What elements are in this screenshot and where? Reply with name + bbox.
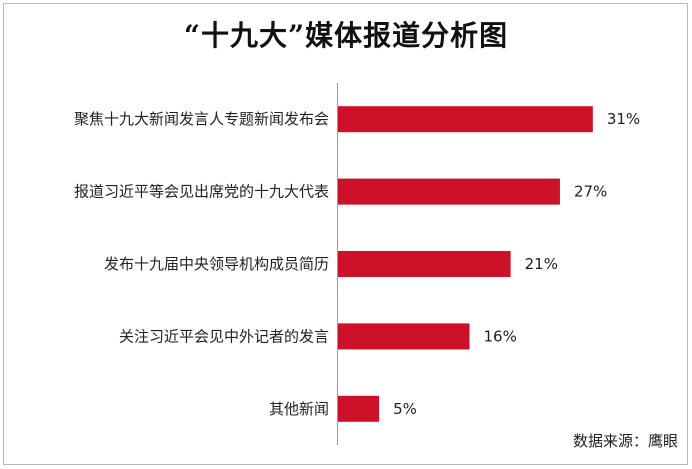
category-label: 其他新闻 xyxy=(269,400,329,418)
bars-group: 聚焦十九大新闻发言人专题新闻发布会 31% 报道习近平等会见出席党的十九大代表 27%… xyxy=(74,106,640,422)
chart-title: “十九大”媒体报道分析图 xyxy=(183,19,509,52)
bar xyxy=(338,251,511,277)
bar xyxy=(338,178,560,205)
source-note: 数据来源：鹰眼 xyxy=(572,432,678,450)
category-label: 关注习近平会见中外记者的发言 xyxy=(119,327,329,345)
chart-frame xyxy=(3,3,688,465)
category-label: 报道习近平等会见出席党的十九大代表 xyxy=(74,183,329,201)
category-label: 发布十九届中央领导机构成员简历 xyxy=(104,255,329,273)
bar xyxy=(338,106,593,133)
value-label: 16% xyxy=(484,327,517,345)
value-label: 31% xyxy=(607,110,640,128)
bar xyxy=(338,323,470,350)
category-label: 聚焦十九大新闻发言人专题新闻发布会 xyxy=(74,110,329,128)
value-label: 21% xyxy=(525,255,558,273)
value-label: 27% xyxy=(574,183,607,201)
bar xyxy=(338,395,380,422)
value-label: 5% xyxy=(393,400,417,418)
